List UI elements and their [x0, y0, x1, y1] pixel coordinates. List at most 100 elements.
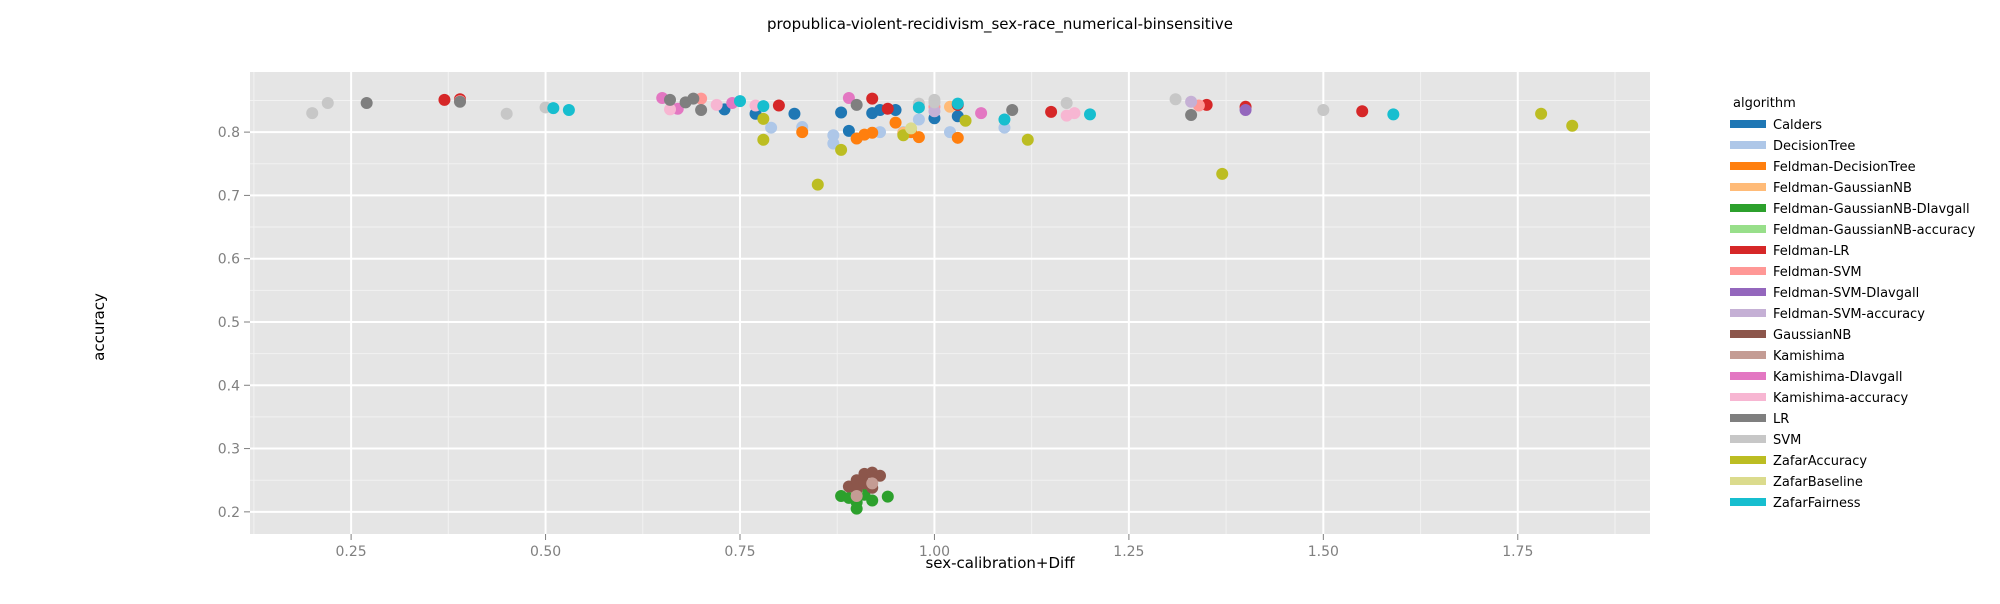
data-point [928, 96, 941, 109]
legend-label: Feldman-GaussianNB-DIavgall [1773, 202, 1970, 217]
data-point [1317, 103, 1330, 116]
data-point [438, 93, 451, 106]
data-point [951, 131, 964, 144]
legend-swatch [1730, 330, 1766, 338]
data-point [1021, 133, 1034, 146]
legend-label: Feldman-GaussianNB [1773, 181, 1912, 196]
data-point [306, 107, 319, 120]
legend-swatch [1730, 183, 1766, 191]
legend-label: Kamishima [1773, 349, 1845, 364]
major-gridlines [250, 72, 1650, 534]
x-tick-label: 1.75 [1502, 544, 1533, 560]
data-point [842, 91, 855, 104]
legend-label: ZafarAccuracy [1773, 454, 1867, 469]
legend-label: Kamishima-accuracy [1773, 391, 1908, 406]
legend-label: Feldman-GaussianNB-accuracy [1773, 223, 1976, 238]
legend-label: Calders [1773, 118, 1822, 133]
y-tick-label: 0.6 [218, 252, 240, 268]
legend-swatch [1730, 225, 1766, 233]
data-point [664, 103, 676, 116]
data-point [1006, 103, 1019, 116]
data-points [306, 91, 1579, 515]
data-point [827, 129, 840, 142]
legend-swatch [1730, 288, 1766, 296]
legend: algorithm Calders DecisionTree Feldman-Dec… [1730, 96, 1976, 511]
y-tick-label: 0.4 [218, 378, 240, 394]
x-axis: 0.25 0.50 0.75 1.00 1.25 1.50 1.75 [336, 534, 1533, 560]
x-tick-label: 1.25 [1113, 544, 1144, 560]
legend-label: Kamishima-DIavgall [1773, 370, 1902, 385]
data-point [912, 131, 925, 144]
data-point [1387, 108, 1400, 121]
data-point [1239, 103, 1252, 116]
data-point [835, 106, 848, 119]
legend-swatch [1730, 351, 1766, 359]
data-point [757, 100, 770, 113]
data-point [664, 93, 676, 106]
data-point [928, 105, 941, 118]
series-calders [718, 103, 964, 137]
y-tick-label: 0.5 [218, 315, 240, 331]
x-axis-label: sex-calibration+Diff [925, 554, 1075, 572]
data-point [454, 95, 466, 108]
data-point [912, 101, 925, 114]
data-point [500, 107, 513, 120]
legend-swatch [1730, 456, 1766, 464]
data-point [360, 97, 373, 110]
data-point [710, 98, 723, 111]
legend-swatch [1730, 393, 1766, 401]
x-tick-label: 0.75 [724, 544, 755, 560]
data-point [321, 97, 334, 110]
data-point [874, 469, 886, 482]
legend-label: Feldman-LR [1773, 244, 1849, 259]
data-point [695, 103, 708, 116]
legend-swatch [1730, 204, 1766, 212]
legend-label: GaussianNB [1773, 328, 1851, 343]
legend-label: DecisionTree [1773, 139, 1855, 154]
x-tick-label: 1.50 [1308, 544, 1339, 560]
x-tick-label: 0.50 [530, 544, 561, 560]
data-point [811, 178, 824, 191]
legend-swatch [1730, 162, 1766, 170]
data-point [866, 92, 879, 105]
data-point [1356, 105, 1369, 118]
data-point [959, 114, 972, 127]
legend-swatch [1730, 372, 1766, 380]
legend-swatch [1730, 477, 1766, 485]
x-tick-label: 0.25 [336, 544, 367, 560]
data-point [850, 490, 863, 503]
legend-swatch [1730, 246, 1766, 254]
data-point [1566, 119, 1579, 132]
legend-swatch [1730, 309, 1766, 317]
data-point [866, 126, 879, 139]
minor-gridlines [250, 72, 1650, 534]
data-point [547, 102, 560, 115]
y-tick-label: 0.8 [218, 125, 240, 141]
legend-swatch [1730, 435, 1766, 443]
data-point [866, 477, 879, 490]
data-point [897, 129, 910, 142]
data-point [1084, 108, 1096, 121]
series-zafaraccuracy [757, 107, 1579, 191]
y-axis: 0.2 0.3 0.4 0.5 0.6 0.7 0.8 [218, 125, 250, 521]
series-feldman-svm-accuracy [928, 95, 1198, 118]
data-point [889, 116, 902, 129]
legend-swatch [1730, 498, 1766, 506]
legend-label: ZafarFairness [1773, 496, 1861, 511]
data-point [998, 121, 1011, 134]
data-point [951, 97, 964, 110]
legend-label: SVM [1773, 433, 1801, 448]
plot-panel [250, 72, 1650, 534]
series-zafarfairness [547, 95, 1400, 126]
data-point [765, 121, 778, 134]
data-point [1060, 97, 1073, 110]
legend-label: Feldman-SVM-DIavgall [1773, 286, 1919, 301]
legend-label: ZafarBaseline [1773, 475, 1863, 490]
x-tick-label: 1.00 [919, 544, 950, 560]
data-point [687, 92, 700, 105]
data-point [1169, 93, 1182, 106]
chart-title: propublica-violent-recidivism_sex-race_n… [767, 15, 1233, 34]
data-point [912, 113, 925, 126]
